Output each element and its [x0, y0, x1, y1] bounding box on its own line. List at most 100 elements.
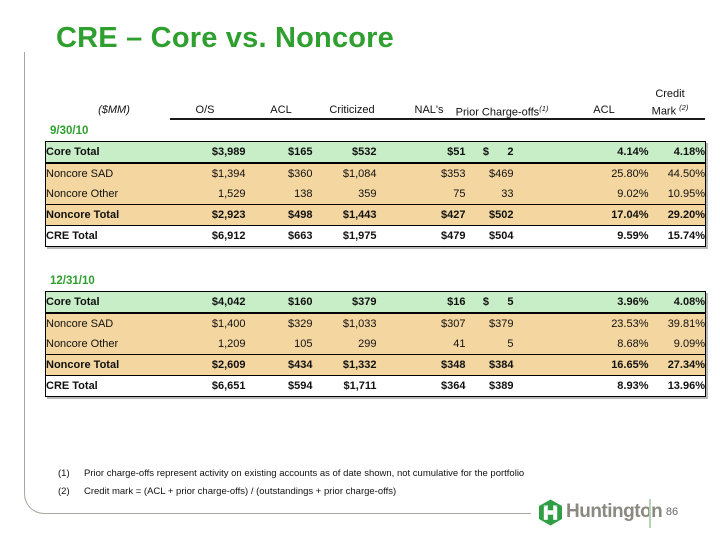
column-header-acl-pct: ACL: [593, 104, 615, 116]
column-header-criticized: Criticized: [329, 104, 375, 116]
row-label: CRE Total: [46, 230, 98, 242]
table-row-noncore-sad: Noncore SAD $1,394 $360 $1,084 $353 $469…: [45, 163, 706, 184]
cell-os: 1,209: [217, 338, 246, 350]
cell-credit-mark: 10.95%: [667, 188, 705, 200]
cell-acl-pct: 9.59%: [617, 230, 649, 242]
cell-criticized: $1,711: [343, 380, 377, 392]
cell-criticized: $379: [352, 296, 377, 308]
cell-credit-mark: 4.08%: [673, 296, 705, 308]
cell-nals: $348: [441, 359, 466, 371]
cell-prior-charge-offs: 5: [507, 338, 514, 350]
footnote-2: (2) Credit mark = (ACL + prior charge-off…: [58, 486, 397, 497]
table-row-cre-total: CRE Total $6,651 $594 $1,711 $364 $389 8…: [45, 375, 706, 397]
cell-os: $1,394: [211, 168, 246, 180]
row-label: Core Total: [46, 146, 100, 158]
cell-credit-mark: 9.09%: [673, 338, 705, 350]
cell-os: 1,529: [217, 188, 246, 200]
cell-prior-charge-offs: $379: [489, 318, 514, 330]
cell-criticized: 359: [358, 188, 377, 200]
cell-prior-charge-offs: 33: [501, 188, 514, 200]
cell-os: $6,651: [211, 380, 246, 392]
huntington-logo-text: Huntington: [566, 501, 663, 522]
cell-os: $3,989: [211, 146, 246, 158]
column-header-prior-charge-offs: Prior Charge-offs(1): [455, 104, 549, 119]
cell-nals: $51: [447, 146, 466, 158]
cell-acl: $498: [288, 209, 313, 221]
column-header-nals: NAL's: [414, 104, 444, 116]
cell-credit-mark: 29.20%: [667, 209, 705, 221]
row-label: Noncore Other: [46, 188, 119, 200]
footnote-1: (1) Prior charge-offs represent activity …: [58, 468, 525, 479]
section-date-2: 12/31/10: [50, 275, 95, 287]
cell-acl-pct: 8.68%: [617, 338, 649, 350]
table-row-core-total: Core Total $4,042 $160 $379 $16 $ 5 3.96…: [45, 291, 706, 313]
row-label: CRE Total: [46, 380, 98, 392]
huntington-logo-icon: [539, 499, 562, 526]
table-row-noncore-other: Noncore Other 1,529 138 359 75 33 9.02% …: [45, 184, 706, 205]
cell-criticized: $532: [352, 146, 377, 158]
cell-credit-mark: 27.34%: [667, 359, 705, 371]
cell-nals: $364: [441, 380, 466, 392]
table-row-noncore-sad: Noncore SAD $1,400 $329 $1,033 $307 $379…: [45, 313, 706, 334]
cell-nals: $479: [441, 230, 466, 242]
cell-nals: 41: [453, 338, 466, 350]
cell-acl-pct: 3.96%: [617, 296, 649, 308]
cell-criticized: $1,033: [342, 318, 377, 330]
table-row-noncore-total: Noncore Total $2,609 $434 $1,332 $348 $3…: [45, 354, 706, 376]
cell-criticized: $1,332: [342, 359, 377, 371]
table-12-31-10: Core Total $4,042 $160 $379 $16 $ 5 3.96…: [45, 291, 706, 397]
cell-acl-pct: 4.14%: [617, 146, 649, 158]
page-number: 86: [665, 506, 679, 518]
cell-os: $2,923: [211, 209, 246, 221]
cell-acl: $594: [288, 380, 313, 392]
cell-prior-charge-offs: $469: [489, 168, 514, 180]
table-row-noncore-total: Noncore Total $2,923 $498 $1,443 $427 $5…: [45, 204, 706, 226]
cell-acl: $329: [288, 318, 313, 330]
cell-credit-mark: 13.96%: [667, 380, 705, 392]
cell-acl: $160: [288, 296, 313, 308]
cell-acl: 105: [294, 338, 313, 350]
cell-os: $1,400: [211, 318, 246, 330]
cell-acl: $663: [288, 230, 313, 242]
section-date-1: 9/30/10: [50, 125, 89, 137]
cell-acl: 138: [294, 188, 313, 200]
table-row-core-total: Core Total $3,989 $165 $532 $51 $ 2 4.14…: [45, 141, 706, 163]
column-header-credit-mark: Credit Mark (2): [651, 88, 689, 118]
cell-prior-charge-offs: $ 5: [482, 296, 514, 308]
cell-acl-pct: 25.80%: [611, 168, 649, 180]
row-label: Noncore Other: [46, 338, 119, 350]
cell-criticized: $1,084: [342, 168, 377, 180]
cell-acl-pct: 23.53%: [611, 318, 649, 330]
row-label: Noncore Total: [46, 209, 120, 221]
column-header-os: O/S: [195, 104, 215, 116]
column-header-acl: ACL: [270, 104, 292, 116]
slide-border-line: [24, 52, 531, 514]
row-label: Noncore SAD: [46, 168, 114, 180]
cell-credit-mark: 44.50%: [667, 168, 705, 180]
cell-criticized: 299: [358, 338, 377, 350]
cell-acl-pct: 9.02%: [617, 188, 649, 200]
cell-nals: $427: [441, 209, 466, 221]
table-row-noncore-other: Noncore Other 1,209 105 299 41 5 8.68% 9…: [45, 334, 706, 355]
cell-prior-charge-offs: $502: [489, 209, 514, 221]
cell-acl: $360: [288, 168, 313, 180]
cell-os: $6,912: [211, 230, 246, 242]
cell-nals: 75: [453, 188, 466, 200]
page-title: CRE – Core vs. Noncore: [56, 22, 394, 54]
cell-credit-mark: 15.74%: [667, 230, 705, 242]
cell-credit-mark: 39.81%: [667, 318, 705, 330]
footer-divider: [649, 499, 651, 528]
cell-credit-mark: 4.18%: [673, 146, 705, 158]
footnote-ref-2: (2): [679, 103, 689, 112]
footnote-ref-1: (1): [539, 104, 549, 113]
cell-prior-charge-offs: $504: [489, 230, 514, 242]
cell-nals: $307: [441, 318, 466, 330]
cell-acl-pct: 16.65%: [611, 359, 649, 371]
cell-nals: $16: [447, 296, 466, 308]
row-label: Noncore SAD: [46, 318, 114, 330]
cell-acl: $434: [288, 359, 313, 371]
cell-nals: $353: [441, 168, 466, 180]
header-underline: [170, 118, 705, 120]
cell-criticized: $1,443: [342, 209, 377, 221]
